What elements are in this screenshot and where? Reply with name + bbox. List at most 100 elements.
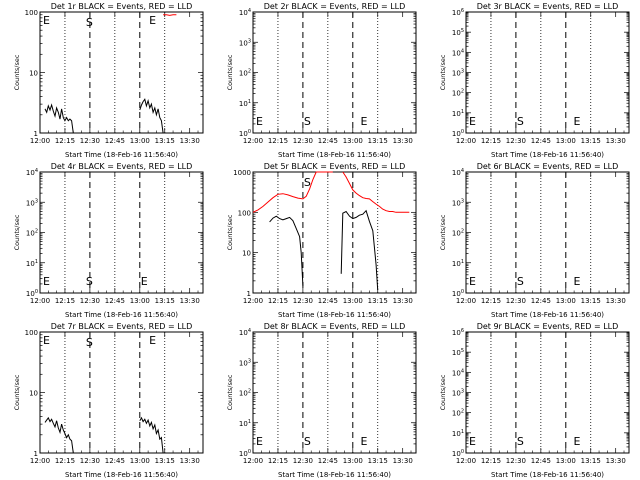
end-marker: E [256,435,263,448]
x-tick-label: 12:00 [30,137,50,145]
end-marker: E [573,115,580,128]
x-tick-label: 12:00 [456,297,476,305]
x-tick-label: 12:45 [531,137,551,145]
y-tick-label: 102 [452,409,464,418]
y-tick-label: 102 [452,89,464,98]
x-axis-label: Start Time (18-Feb-16 11:56:40) [278,311,391,319]
panel-title: Det 2r BLACK = Events, RED = LLD [264,2,406,11]
panel-det-7: Det 7r BLACK = Events, RED = LLD Counts/s… [13,322,204,479]
end-marker: E [469,115,476,128]
x-tick-label: 12:30 [506,297,526,305]
x-tick-label: 13:00 [343,457,363,465]
x-tick-label: 12:15 [268,137,288,145]
x-tick-label: 13:00 [130,457,150,465]
end-marker: E [573,435,580,448]
y-axis-label: Counts/sec [13,214,21,250]
x-tick-label: 13:15 [581,297,601,305]
panel-det-5: Det 5r BLACK = Events, RED = LLD Counts/s… [226,162,417,319]
x-tick-label: 12:30 [80,457,100,465]
end-marker: E [149,14,156,27]
x-tick-label: 12:30 [293,297,313,305]
x-tick-label: 12:30 [506,137,526,145]
start-marker: S [517,435,524,448]
plot-frame [465,171,630,294]
y-tick-label: 101 [26,259,38,268]
y-tick-label: 102 [239,69,251,78]
x-axis-label: Start Time (18-Feb-16 11:56:40) [491,311,604,319]
y-tick-label: 103 [239,358,251,367]
x-tick-label: 13:30 [393,457,413,465]
y-tick-label: 10 [29,70,38,78]
lld-series-line [342,171,410,213]
end-marker: E [256,115,263,128]
x-tick-label: 13:30 [606,297,626,305]
plot-frame [39,331,204,454]
x-tick-label: 13:00 [130,137,150,145]
y-axis-label: Counts/sec [226,214,234,250]
x-axis-label: Start Time (18-Feb-16 11:56:40) [65,471,178,479]
start-marker: S [86,275,93,288]
y-tick-label: 104 [239,328,251,337]
x-tick-label: 12:15 [481,137,501,145]
y-axis-label: Counts/sec [226,374,234,410]
y-tick-label: 103 [452,198,464,207]
x-tick-label: 13:15 [155,297,175,305]
panel-det-6: Det 6r BLACK = Events, RED = LLD Counts/s… [439,162,630,319]
x-axis-label: Start Time (18-Feb-16 11:56:40) [491,471,604,479]
y-tick-label: 101 [452,109,464,118]
plot-frame [252,331,417,454]
y-tick-label: 1 [34,450,38,458]
events-series-line [269,215,304,286]
y-tick-label: 100 [452,129,464,138]
x-tick-label: 12:45 [105,297,125,305]
x-tick-label: 13:00 [556,457,576,465]
y-tick-label: 104 [239,8,251,17]
y-tick-label: 105 [452,28,464,37]
start-marker: S [86,16,93,29]
x-tick-label: 13:30 [393,297,413,305]
end-marker: E [360,435,367,448]
x-tick-label: 12:15 [481,457,501,465]
panel-det-2: Det 2r BLACK = Events, RED = LLD Counts/s… [226,2,417,159]
x-axis-label: Start Time (18-Feb-16 11:56:40) [491,151,604,159]
end-marker: E [43,275,50,288]
y-tick-label: 100 [26,289,38,298]
y-tick-label: 100 [239,449,251,458]
y-tick-label: 104 [452,48,464,57]
x-tick-label: 12:00 [456,137,476,145]
events-series-line [340,209,379,290]
lld-series-line [252,171,333,213]
end-marker: E [469,435,476,448]
x-tick-label: 12:45 [318,297,338,305]
x-tick-label: 12:45 [318,137,338,145]
start-marker: S [304,176,311,189]
end-marker: E [360,115,367,128]
end-marker: E [149,334,156,347]
panel-title: Det 5r BLACK = Events, RED = LLD [264,162,406,171]
y-tick-label: 100 [25,9,38,17]
x-tick-label: 12:15 [268,297,288,305]
start-marker: S [304,435,311,448]
x-tick-label: 13:00 [556,297,576,305]
y-tick-label: 106 [452,328,464,337]
panel-det-4: Det 4r BLACK = Events, RED = LLD Counts/s… [13,162,204,319]
end-marker: E [469,275,476,288]
plot-frame [252,11,417,134]
y-tick-label: 102 [239,389,251,398]
y-tick-label: 104 [452,368,464,377]
end-marker: E [43,334,50,347]
x-tick-label: 12:00 [243,137,263,145]
panel-title: Det 4r BLACK = Events, RED = LLD [51,162,193,171]
x-tick-label: 13:00 [343,137,363,145]
plot-frame [39,171,204,294]
panel-det-1: Det 1r BLACK = Events, RED = LLD Counts/s… [13,2,204,159]
x-tick-label: 13:15 [155,137,175,145]
x-tick-label: 13:30 [606,137,626,145]
x-tick-label: 12:00 [30,457,50,465]
y-tick-label: 102 [26,229,38,238]
y-tick-label: 10 [242,250,251,258]
panel-title: Det 3r BLACK = Events, RED = LLD [477,2,619,11]
y-tick-label: 101 [239,419,251,428]
events-series-line [44,416,74,454]
